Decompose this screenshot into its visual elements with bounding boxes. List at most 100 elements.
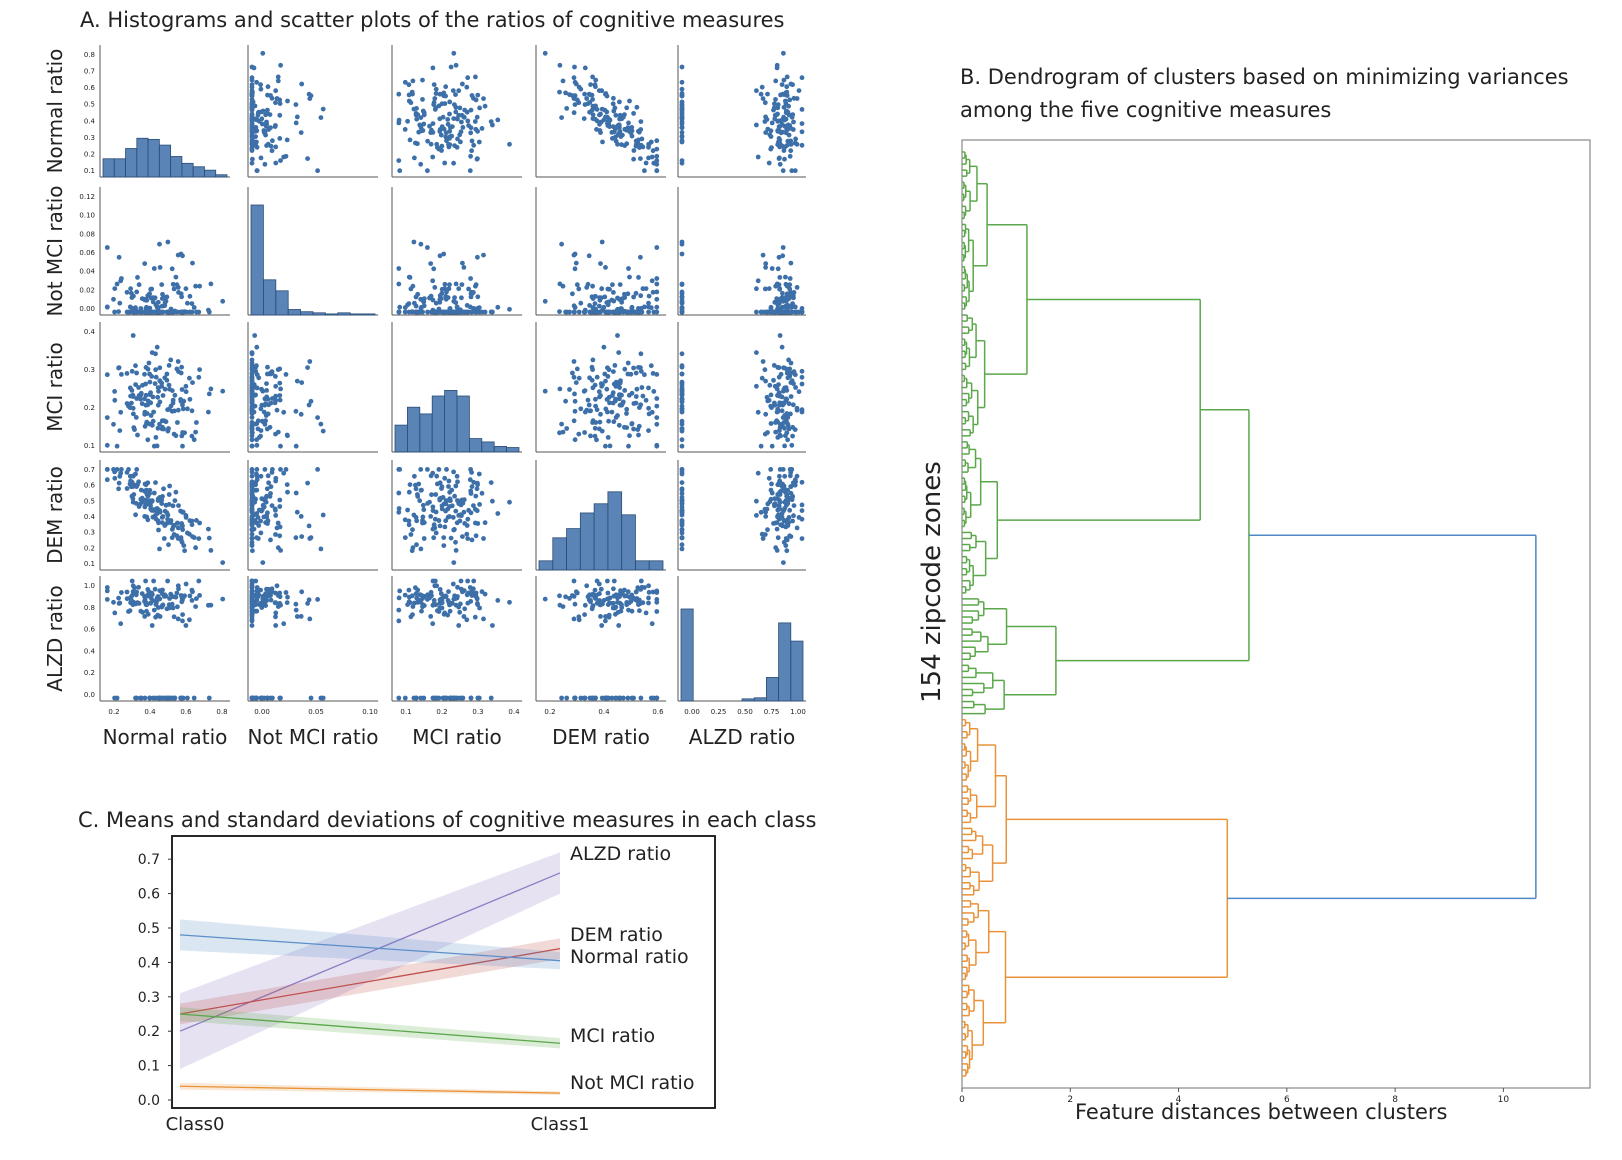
scatter-point [759,84,765,90]
scatter-point [589,294,595,300]
scatter-point [679,79,685,85]
scatter-point [249,82,255,87]
scatter-point [598,111,603,117]
scatter-point [594,118,600,124]
scatter-point [189,309,195,315]
scatter-point [263,112,268,118]
scatter-point [620,296,625,301]
scatter-point [654,138,660,144]
scatter-point [654,296,660,302]
scatter-point [507,141,512,147]
scatter-point [605,302,611,308]
scatter-point [407,137,413,143]
scatter-point [799,75,805,81]
scatter-point [418,161,424,167]
scatter-point [590,283,595,289]
scatter-point [777,124,783,129]
scatter-point [631,111,636,116]
scatter-point [622,143,628,149]
scatter-point [576,286,582,292]
scatter-point [560,78,566,84]
scatter-point [441,251,447,257]
scatter-point [305,156,310,162]
scatter-point [268,143,274,149]
scatter-point [420,309,425,315]
scatter-point [597,128,603,133]
scatter-point [626,120,631,126]
scatter-point [415,291,421,297]
scatter-point [405,118,410,124]
scatter-point [766,160,772,166]
scatter-point [431,266,437,272]
scatter-point [638,156,643,162]
scatter-point [476,305,482,311]
scatter-point [634,104,640,110]
scatter-point [646,155,651,161]
scatter-point [625,291,631,297]
scatter-point [414,116,420,122]
scatter-point [253,134,258,140]
scatter-point [420,128,426,133]
scatter-point [460,260,465,266]
scatter-point [475,92,481,98]
scatter-point [542,50,548,56]
scatter-point [481,252,486,258]
scatter-point [153,309,159,315]
y-tick-label: 0.4 [138,955,160,971]
scatter-point [466,286,471,292]
scatter-point [762,119,768,124]
histogram-bar [362,313,376,316]
scatter-point [643,160,649,166]
scatter-point [269,95,275,101]
scatter-point [754,122,759,128]
scatter-point [168,306,174,312]
scatter-point [133,305,138,311]
scatter-point [306,91,312,97]
scatter-point [443,84,449,90]
scatter-point [112,286,118,291]
scatter-point [755,154,761,160]
scatter-point [763,130,769,136]
scatter-point [616,122,622,128]
scatter-point [142,261,148,266]
scatter-point [258,82,263,88]
scatter-point [425,168,430,174]
scatter-point [157,241,162,247]
scatter-point [315,168,320,174]
scatter-point [597,303,602,309]
scatter-point [190,260,195,266]
scatter-point [124,309,130,315]
scatter-point [206,307,211,313]
scatter-point [584,96,590,101]
series-label: DEM ratio [570,924,663,946]
row-tick-label: 0.8 [84,51,95,59]
scatter-point [613,138,619,144]
scatter-point [778,92,783,98]
scatter-point [453,62,459,68]
scatter-point [275,78,281,84]
scatter-point [628,309,634,315]
scatter-point [173,274,179,280]
scatter-point [613,309,619,315]
scatter-point [285,98,290,104]
scatter-point [413,140,418,146]
scatter-point [430,154,436,160]
scatter-point [294,114,300,120]
scatter-point [559,241,564,247]
scatter-point [249,122,255,128]
scatter-point [628,130,634,136]
scatter-point [574,97,580,103]
scatter-point [453,281,459,287]
scatter-point [439,290,445,296]
scatter-point [557,309,562,314]
scatter-point [633,290,639,296]
scatter-point [431,100,437,105]
scatter-point [468,125,474,131]
scatter-point [116,309,121,314]
histogram-bar [250,204,264,316]
scatter-point [765,91,770,97]
scatter-point [148,286,154,292]
scatter-point [679,92,685,98]
scatter-point [183,286,189,292]
